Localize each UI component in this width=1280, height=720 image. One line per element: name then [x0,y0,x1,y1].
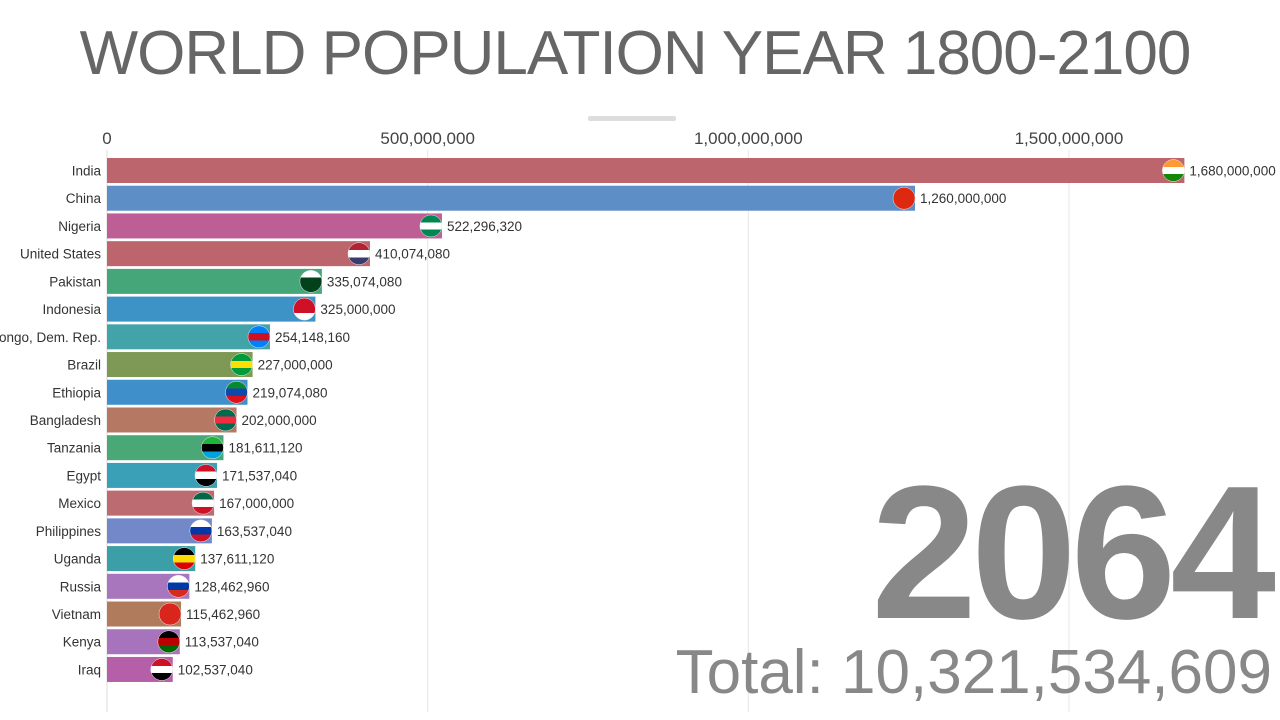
bar [107,379,248,405]
flag-icon [247,325,271,349]
x-tick-label: 0 [102,129,111,148]
flag-icon [194,464,218,487]
flag-icon [191,491,215,515]
category-label: Pakistan [49,274,101,289]
category-label: Ethiopia [52,385,101,400]
flag-icon [167,575,190,598]
value-label: 254,148,160 [275,330,350,345]
value-label: 171,537,040 [222,468,297,483]
flag-icon [347,242,371,265]
bar [107,296,316,322]
value-label: 181,611,120 [228,441,302,456]
x-tick-label: 500,000,000 [380,129,475,148]
scroll-handle [588,116,676,121]
value-label: 167,000,000 [219,496,294,511]
flag-icon [299,270,323,293]
category-label: United States [20,247,101,262]
category-label: Nigeria [58,219,101,234]
flag-icon [892,186,916,210]
value-label: 102,537,040 [178,662,253,677]
bar [107,185,916,211]
year-counter: 2064 [871,447,1276,659]
category-label: Tanzania [47,441,102,456]
category-label: India [72,164,102,179]
value-label: 325,000,000 [320,302,395,317]
bar [107,213,442,239]
category-label: Kenya [63,635,102,650]
flag-icon [293,297,316,321]
value-label: 163,537,040 [217,524,292,539]
flag-icon [225,381,248,404]
category-label: Iraq [78,662,101,677]
category-label: Bangladesh [30,413,101,428]
flag-icon [201,436,224,459]
category-label: Egypt [66,468,101,483]
flag-icon [1162,159,1185,182]
flag-icon [214,408,237,432]
category-label: Uganda [54,552,102,567]
flag-icon [157,630,181,653]
category-label: Brazil [67,358,101,373]
value-label: 1,680,000,000 [1189,164,1275,179]
category-label: Russia [60,579,102,594]
value-label: 202,000,000 [242,413,317,428]
category-label: ongo, Dem. Rep. [0,330,101,345]
flag-icon [173,547,196,570]
category-label: Philippines [36,524,102,539]
flag-icon [230,353,253,376]
chart-title: WORLD POPULATION YEAR 1800-2100 [79,19,1192,88]
value-label: 1,260,000,000 [920,191,1006,206]
bar [107,268,322,294]
flag-icon [158,602,182,626]
value-label: 219,074,080 [252,385,327,400]
bar [107,324,270,350]
bar [107,158,1185,183]
bar [107,241,370,267]
flag-icon [150,658,174,681]
total-population: Total: 10,321,534,609 [675,638,1272,707]
category-label: Indonesia [42,302,101,317]
category-label: China [66,191,102,206]
value-label: 115,462,960 [186,607,260,622]
bar [107,352,253,378]
value-label: 128,462,960 [194,579,269,594]
value-label: 227,000,000 [258,358,333,373]
flag-icon [419,214,443,238]
x-tick-label: 1,000,000,000 [694,129,803,148]
category-label: Mexico [58,496,101,511]
value-label: 410,074,080 [375,247,450,262]
value-label: 113,537,040 [185,635,259,650]
value-label: 137,611,120 [200,552,274,567]
x-tick-label: 1,500,000,000 [1015,129,1124,148]
category-label: Vietnam [52,607,101,622]
flag-icon [189,519,213,543]
value-label: 522,296,320 [447,219,522,234]
value-label: 335,074,080 [327,274,402,289]
